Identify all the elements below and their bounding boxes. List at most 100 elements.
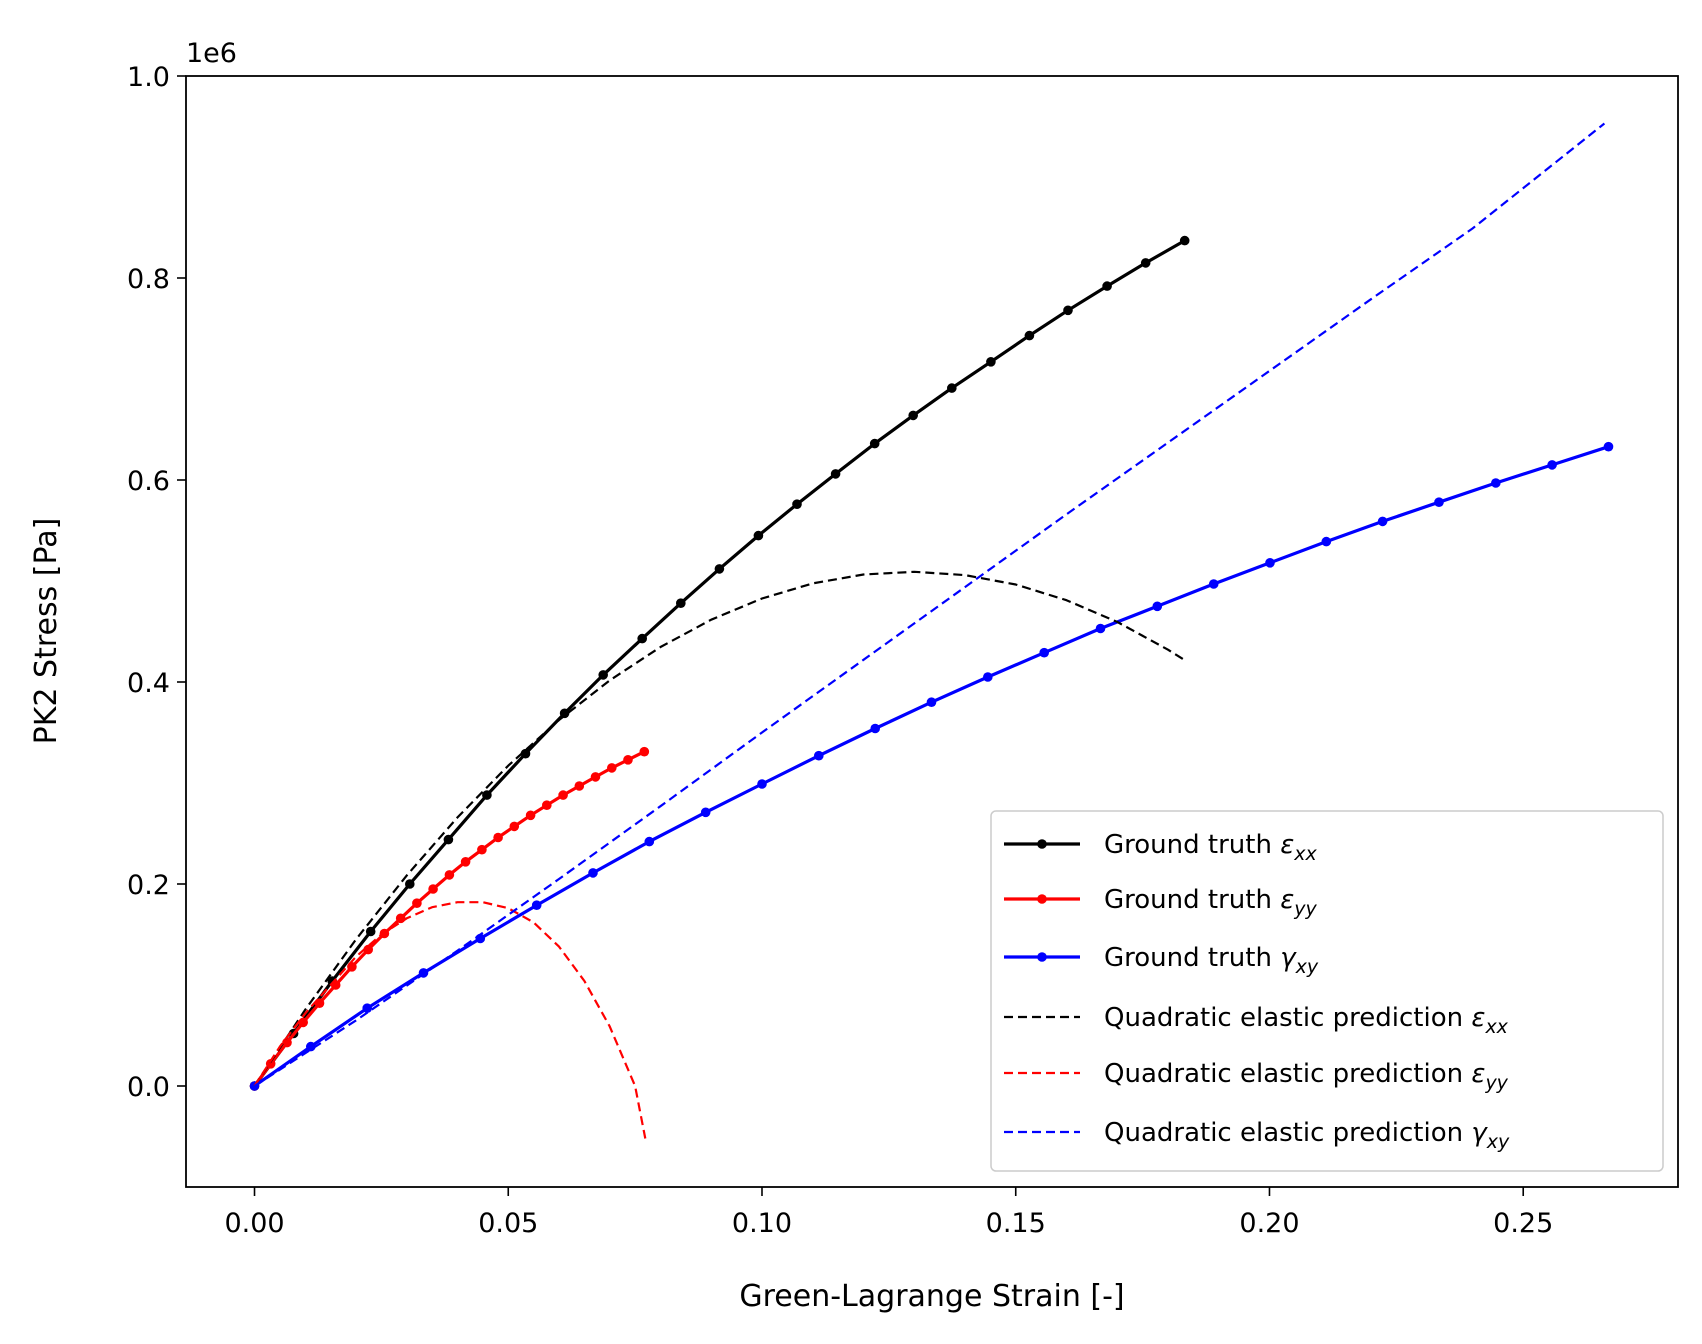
data-point [298,1017,309,1028]
data-point [395,913,406,924]
data-point [525,810,536,821]
data-point [644,836,655,847]
data-point [637,633,647,644]
data-point [574,781,585,791]
data-point [365,926,376,937]
legend-label: Quadratic elastic prediction γxy [1104,1118,1510,1153]
data-point [590,772,601,782]
data-point [405,879,415,889]
legend-label: Quadratic elastic prediction εxx [1104,1003,1509,1038]
data-point [588,868,598,878]
x-tick-label: 0.25 [1493,1208,1553,1239]
data-point [1102,281,1112,291]
data-point [482,790,492,800]
plot-lines [249,122,1614,1139]
x-tick-label: 0.10 [732,1208,792,1239]
y-tick-label: 0.0 [127,1072,170,1103]
data-point [714,564,725,574]
data-point [1179,235,1190,246]
data-point [814,750,824,761]
data-point [757,779,767,789]
data-point [542,800,552,810]
legend-box [990,810,1664,1172]
y-tick-label: 0.8 [127,264,170,295]
y-tick-label: 0.6 [127,466,170,497]
x-tick-label: 0.15 [986,1208,1046,1239]
data-point [1063,305,1073,316]
y-axis: 0.0 0.2 0.4 0.6 0.8 1.0 [127,62,186,1103]
legend-label-name: Quadratic elastic prediction [1104,1059,1471,1089]
data-point [1095,623,1106,634]
data-point [444,870,455,880]
legend-marker [1037,839,1047,849]
legend-label: Ground truth εyy [1104,885,1318,920]
x-tick-label: 0.20 [1239,1208,1299,1239]
legend-label-name: Ground truth [1104,943,1280,973]
legend-label-name: Quadratic elastic prediction [1104,1118,1471,1148]
legend-label-subscript: yy [1484,1072,1508,1094]
legend-label-symbol: ε [1280,885,1294,915]
data-point [1434,497,1444,508]
data-point [428,884,438,894]
data-point [362,1003,373,1013]
y-tick-label: 1.0 [127,62,170,93]
x-axis: 0.00 0.05 0.10 0.15 0.20 0.25 [224,1187,1553,1239]
data-point [460,857,471,867]
data-point [639,746,650,757]
plot-frame [185,75,1679,1188]
data-point [792,499,802,510]
data-point [753,530,764,541]
data-point [869,438,880,449]
data-point [493,832,503,843]
data-point [531,900,542,910]
data-point [870,723,880,734]
series-line-5 [253,122,1606,1087]
data-point [908,410,918,421]
data-point [1321,536,1332,547]
legend-marker [1037,894,1047,904]
y-tick-label: 0.4 [127,668,170,699]
data-point [1208,579,1219,589]
y-tick-label: 0.2 [127,870,170,901]
data-point [282,1037,292,1048]
legend-label-symbol: ε [1280,830,1294,860]
data-point [1377,516,1388,527]
data-point [1603,441,1614,452]
data-point [477,844,487,855]
data-point [926,697,937,707]
data-point [1152,601,1163,612]
legend-label-name: Ground truth [1104,885,1280,915]
x-tick-label: 0.05 [478,1208,538,1239]
legend-label-symbol: ε [1471,1059,1485,1089]
y-offset-label: 1e6 [186,38,237,69]
legend-label-symbol: γ [1280,943,1297,973]
data-point [830,469,841,479]
legend-label-symbol: ε [1471,1003,1485,1033]
data-point [1039,647,1049,658]
legend-label: Quadratic elastic prediction εyy [1104,1059,1509,1094]
data-point [623,755,633,765]
data-point [676,598,686,608]
data-point [520,748,531,759]
data-point [700,807,711,818]
data-point [1140,258,1151,268]
y-axis-label: PK2 Stress [Pa] [29,518,64,745]
legend-label-subscript: xy [1295,956,1319,978]
series-line-3 [253,570,1184,1087]
data-point [1265,558,1275,568]
data-point [558,790,568,800]
data-point [412,898,422,908]
data-point [443,834,454,845]
data-point [983,672,993,682]
data-point [598,670,608,680]
legend-label: Ground truth γxy [1104,943,1319,978]
x-axis-label: Green-Lagrange Strain [-] [739,1279,1124,1314]
legend-label: Ground truth εxx [1104,830,1318,865]
legend-marker [1037,952,1047,962]
data-point [559,708,570,719]
data-point [363,944,374,955]
data-point [265,1059,276,1069]
x-tick-label: 0.00 [224,1208,284,1239]
data-point [607,763,617,773]
